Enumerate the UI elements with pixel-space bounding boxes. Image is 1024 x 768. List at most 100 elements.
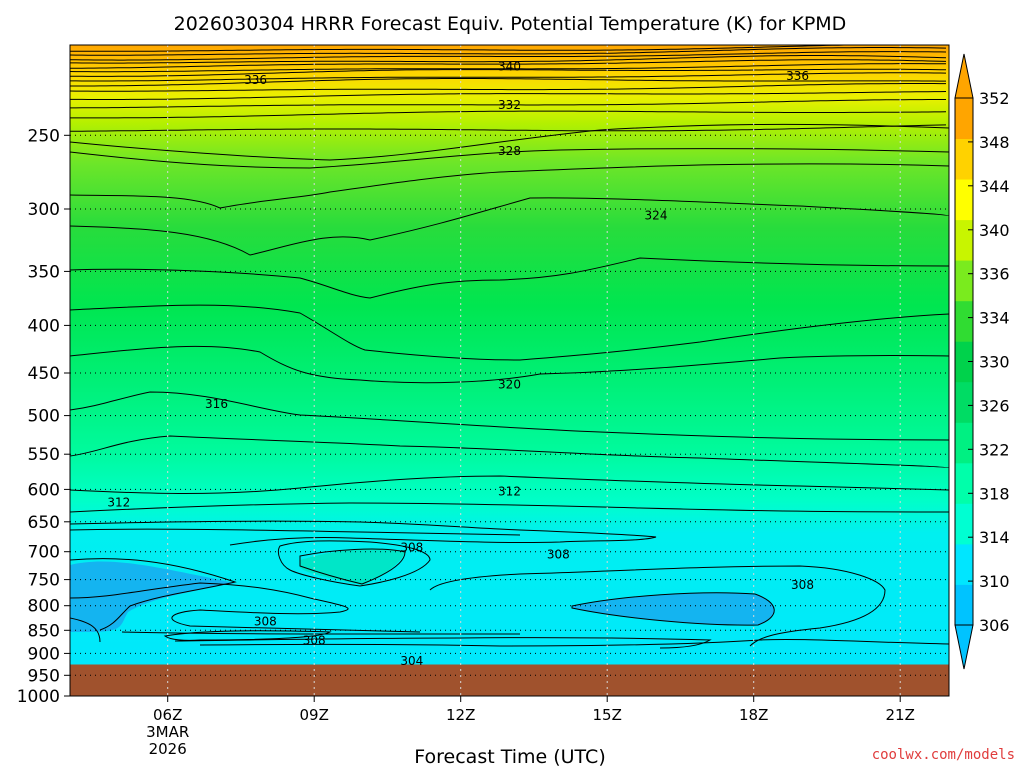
y-tick-label-1000: 1000 [17,687,60,707]
contour-label-4: 328 [498,144,521,158]
contour-line-22 [199,638,949,647]
contour-line-18 [571,592,775,626]
contour-line-14 [299,548,406,585]
colorbar-label-344: 344 [979,177,1010,196]
colorbar-label-348: 348 [979,133,1010,152]
y-tick-label-950: 950 [28,666,60,686]
contour-upper-13 [70,124,947,132]
contour-label-11: 308 [547,548,570,562]
ground-terrain [70,664,949,696]
contour-line-23 [121,631,520,635]
credit-label: coolwx.com/models [872,747,1015,763]
y-tick-label-850: 850 [28,621,60,641]
x-axis-label: Forecast Time (UTC) [414,746,605,768]
colorbar-bottom-arrow [954,624,974,670]
contour-line-6 [70,345,949,384]
colorbar-label-352: 352 [979,89,1010,108]
colorbar-segment-4 [955,422,973,464]
colorbar-label-310: 310 [979,572,1010,591]
contour-line-1 [70,148,949,169]
contour-upper-0 [70,45,869,52]
colorbar-label-322: 322 [979,440,1010,459]
y-axis: 250 300 350 400 450 500 550 600 650 700 750 800 850 9… [17,126,70,707]
contour-line-3 [70,197,949,256]
contour-label-6: 320 [498,378,521,392]
colorbar-segment-9 [955,219,973,261]
colorbar-segment-2 [955,503,973,545]
contour-line-5 [70,304,949,361]
contour-upper-1 [70,47,947,56]
contour-labels: 340 336 336 332 328 324 320 316 312 312 308 308 308 3… [107,60,814,668]
contour-label-9: 312 [107,496,130,510]
colorbar-label-326: 326 [979,396,1010,415]
contour-label-8: 312 [498,484,521,498]
y-tick-label-350: 350 [28,262,60,282]
contour-upper-4 [70,59,947,69]
contour-label-2: 336 [786,69,809,83]
contour-upper-8 [70,78,946,87]
y-tick-label-600: 600 [28,480,60,500]
shaded-region-1 [300,548,405,585]
contour-line-20 [163,630,332,641]
contour-line-0 [70,123,949,161]
colorbar-segment-1 [955,543,973,585]
contour-upper-7 [70,72,947,82]
colorbar-segment-3 [955,462,973,504]
contour-line-2 [70,163,949,209]
x-tick-label-06Z: 06Z [153,706,182,724]
contour-upper-12 [70,110,947,119]
plot-frame [69,44,950,697]
contour-line-10 [70,502,949,513]
colorbar-label-334: 334 [979,309,1010,328]
colorbar-label-336: 336 [979,265,1010,284]
colorbar-label-318: 318 [979,484,1010,503]
contour-line-7 [70,391,949,441]
contour-line-19 [70,617,101,643]
contour-line-17 [429,565,886,647]
y-tick-label-800: 800 [28,597,60,617]
grid-lines [70,45,949,696]
y-tick-label-700: 700 [28,543,60,563]
contour-line-9 [70,475,949,494]
y-tick-label-900: 900 [28,644,60,664]
x-tick-label-12Z: 12Z [446,706,475,724]
contour-upper-10 [70,91,947,100]
contour-upper-2 [70,51,947,61]
contour-upper-3 [70,55,947,64]
x-tick-date-line1: 3MAR [146,723,189,741]
contour-upper-6 [70,68,947,77]
y-tick-label-550: 550 [28,445,60,465]
colorbar: 306 310 314 318 322 326 330 334 336 340 344 348 352 [954,53,1010,670]
contour-line-15 [70,558,237,631]
contour-regions [70,548,775,632]
contour-label-5: 324 [645,209,668,223]
x-tick-label-21Z: 21Z [886,706,915,724]
contour-label-10: 308 [400,541,423,555]
shaded-region-2 [572,592,775,626]
y-tick-label-500: 500 [28,407,60,427]
contour-line-8 [70,435,949,469]
contour-label-7: 316 [205,397,228,411]
contour-label-13: 308 [254,615,277,629]
contour-line-13 [277,540,431,587]
x-tick-label-18Z: 18Z [739,706,768,724]
contour-upper-9 [70,83,946,92]
contour-line-4 [70,257,949,299]
y-tick-label-250: 250 [28,126,60,146]
colorbar-segment-10 [955,179,973,221]
colorbar-label-314: 314 [979,528,1010,547]
contour-upper-11 [70,99,946,109]
contour-label-14: 308 [303,634,326,648]
x-tick-date-line2: 2026 [149,740,187,758]
y-tick-label-650: 650 [28,513,60,533]
contour-line-11 [70,520,657,546]
contour-label-12: 308 [791,578,814,592]
y-tick-label-750: 750 [28,571,60,591]
contour-line-12 [70,528,521,536]
contour-upper-5 [70,63,947,73]
plot-field [70,45,949,696]
contour-lines [70,45,949,649]
x-tick-label-09Z: 09Z [300,706,329,724]
